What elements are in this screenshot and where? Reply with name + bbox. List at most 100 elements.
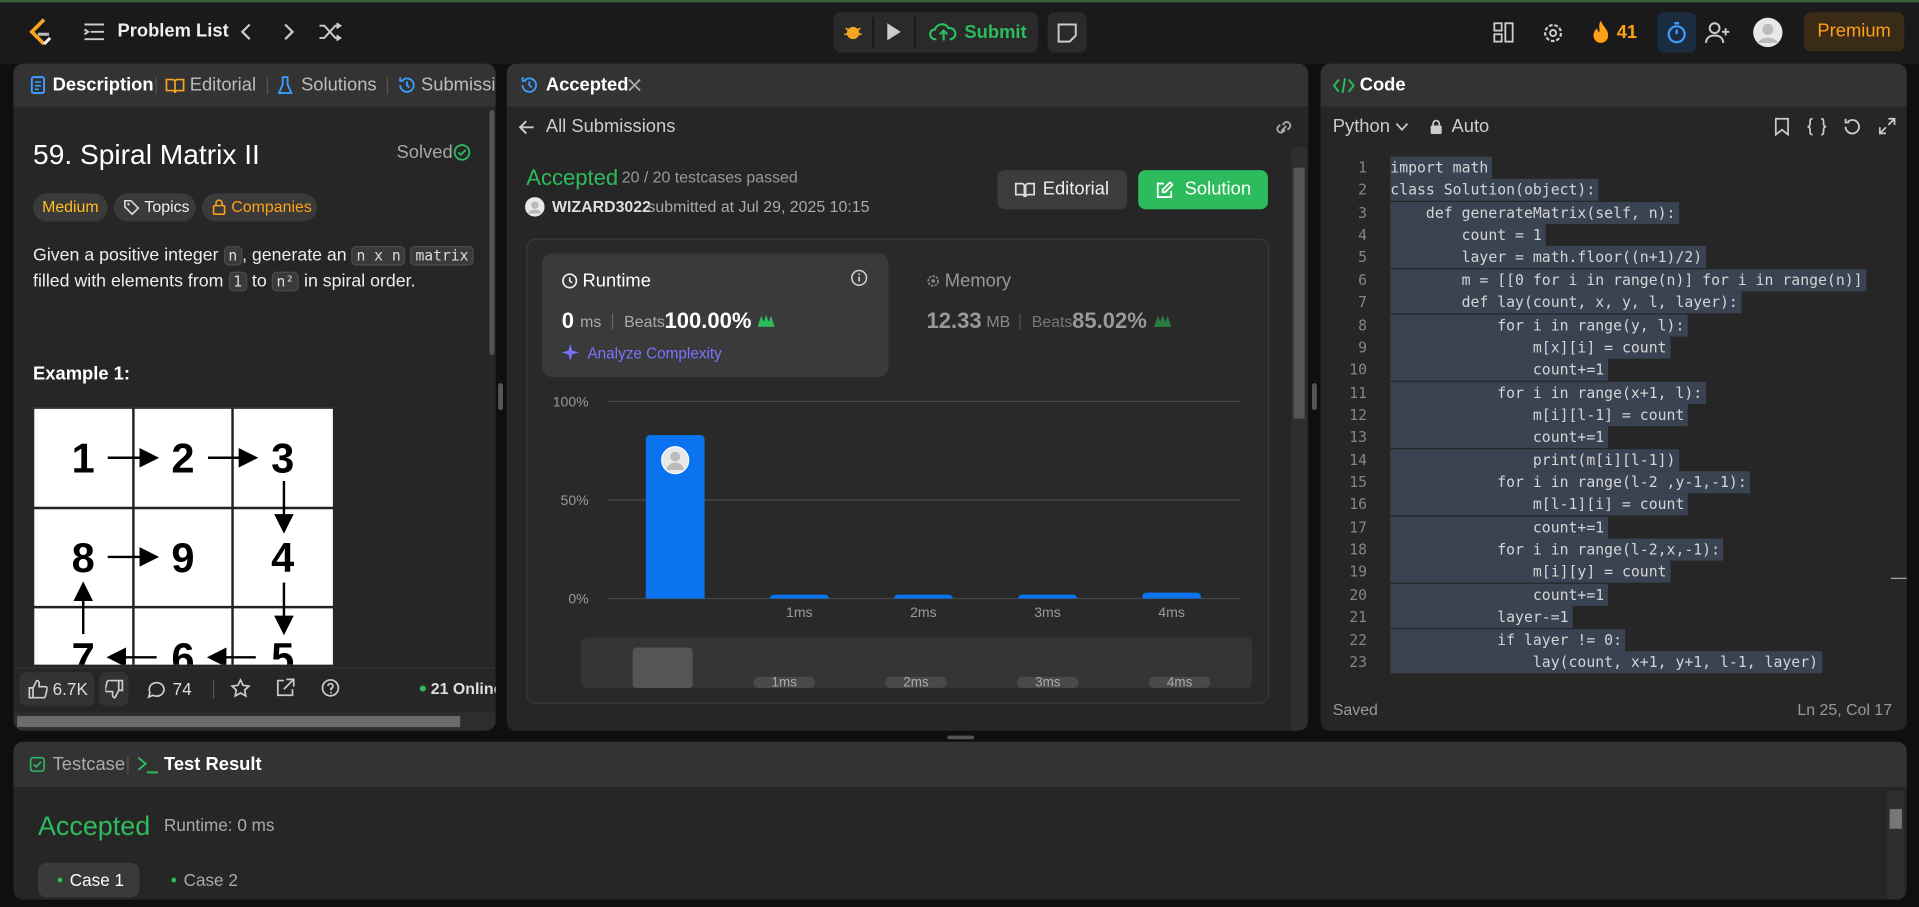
notes-button[interactable] bbox=[1047, 12, 1087, 53]
favorite-button[interactable] bbox=[230, 678, 251, 699]
scroller-label-bg bbox=[885, 676, 947, 688]
resize-handle[interactable] bbox=[1311, 383, 1317, 411]
next-button[interactable] bbox=[280, 22, 297, 42]
v-scroll-thumb[interactable] bbox=[1889, 809, 1902, 829]
code-line: for i in range(l-2,x,-1): bbox=[1390, 538, 1724, 561]
back-link[interactable]: All Submissions bbox=[545, 116, 676, 138]
tab[interactable]: Description bbox=[52, 74, 154, 96]
difficulty-tag[interactable] bbox=[33, 193, 108, 222]
comment-icon[interactable] bbox=[147, 679, 167, 699]
tab[interactable]: Testcase bbox=[52, 753, 126, 775]
avatar-body bbox=[666, 462, 684, 471]
tab[interactable]: Submissions bbox=[421, 74, 496, 96]
tab-icon bbox=[29, 756, 45, 772]
tab[interactable]: Solutions bbox=[301, 74, 377, 96]
debug-button[interactable] bbox=[842, 21, 864, 43]
runtime-card[interactable] bbox=[542, 253, 889, 377]
divider bbox=[872, 17, 874, 48]
case-tab[interactable] bbox=[37, 862, 140, 898]
solution-label[interactable]: Solution bbox=[1184, 178, 1252, 200]
case-label[interactable]: Case 1 bbox=[69, 870, 125, 890]
invite-button[interactable] bbox=[1705, 21, 1732, 44]
bookmark-button[interactable] bbox=[1774, 117, 1790, 136]
tab-icon bbox=[277, 76, 293, 94]
inline-code: 1 bbox=[228, 271, 247, 292]
submit-button[interactable]: Submit bbox=[964, 22, 1027, 43]
code-line: m = [[0 for i in range(n)] for i in rang… bbox=[1390, 269, 1867, 292]
submit-icon[interactable] bbox=[929, 21, 958, 43]
share-button[interactable] bbox=[275, 678, 295, 698]
h-scroll-thumb[interactable] bbox=[17, 716, 461, 728]
premium-button[interactable] bbox=[1803, 12, 1905, 52]
grid-number: 6 bbox=[171, 634, 194, 665]
tab[interactable]: Code bbox=[1359, 74, 1406, 96]
line-number: 11 bbox=[1349, 383, 1368, 401]
close-tab[interactable] bbox=[628, 78, 641, 92]
tab-icon bbox=[30, 76, 46, 95]
tab[interactable]: Test Result bbox=[163, 753, 262, 775]
tab-icon bbox=[165, 78, 185, 94]
list-icon[interactable] bbox=[83, 22, 105, 42]
console-panel: Testcase Test Result Accepted Runtime: 0… bbox=[13, 741, 1907, 900]
back-icon[interactable] bbox=[518, 119, 535, 136]
layout-button[interactable] bbox=[1493, 22, 1514, 43]
case-label[interactable]: Case 2 bbox=[183, 870, 238, 890]
like-button[interactable] bbox=[19, 671, 95, 707]
line-number: 13 bbox=[1349, 428, 1368, 446]
solution-button[interactable] bbox=[1138, 170, 1268, 210]
editorial-button[interactable] bbox=[997, 170, 1128, 210]
bar bbox=[645, 434, 705, 599]
prev-button[interactable] bbox=[237, 22, 254, 42]
settings-button[interactable] bbox=[1542, 22, 1564, 44]
line-number: 17 bbox=[1349, 518, 1368, 536]
code-panel: Code Python Auto 1 import math 2 class Solu… bbox=[1320, 63, 1907, 731]
lock-icon bbox=[1430, 119, 1442, 135]
resize-handle[interactable] bbox=[947, 735, 975, 740]
copy-link[interactable] bbox=[1273, 118, 1295, 138]
companies-label[interactable]: Companies bbox=[231, 197, 312, 216]
shuffle-button[interactable] bbox=[318, 22, 342, 42]
avatar[interactable] bbox=[1753, 17, 1784, 48]
like-count[interactable]: 6.7K bbox=[52, 679, 88, 699]
help-button[interactable] bbox=[321, 678, 341, 698]
tab-icon bbox=[521, 77, 537, 93]
logo[interactable] bbox=[27, 17, 54, 46]
premium-label[interactable]: Premium bbox=[1817, 20, 1891, 42]
online-count: 21 Online bbox=[430, 679, 496, 698]
format-button[interactable] bbox=[1806, 117, 1827, 136]
code-icon bbox=[1332, 78, 1355, 94]
expand-button[interactable] bbox=[1878, 117, 1896, 135]
topics-tag[interactable] bbox=[113, 193, 196, 222]
difficulty-label[interactable]: Medium bbox=[42, 197, 99, 216]
beats-icon bbox=[757, 314, 775, 327]
tab[interactable]: Accepted bbox=[545, 74, 629, 96]
companies-tag[interactable] bbox=[201, 193, 317, 222]
v-scroll-thumb[interactable] bbox=[1293, 167, 1305, 419]
memory-label[interactable]: Memory bbox=[944, 270, 1012, 292]
nav-title[interactable]: Problem List bbox=[117, 20, 229, 42]
grid-number: 3 bbox=[271, 434, 294, 481]
range-handle[interactable] bbox=[632, 647, 693, 688]
scrollbar[interactable] bbox=[489, 110, 495, 355]
tab[interactable]: Editorial bbox=[189, 74, 257, 96]
language-select[interactable]: Python bbox=[1332, 116, 1390, 138]
analyze-complexity[interactable]: Analyze Complexity bbox=[587, 345, 722, 363]
code-editor[interactable]: 1 import math 2 class Solution(object): 3 de… bbox=[1321, 156, 1907, 674]
submission-panel: Accepted All Submissions Accepted 20 / 2… bbox=[506, 63, 1309, 731]
user-name[interactable]: WIZARD3022 bbox=[551, 197, 651, 216]
resize-handle[interactable] bbox=[498, 383, 504, 411]
divider bbox=[266, 77, 269, 95]
streak-count[interactable]: 41 bbox=[1616, 22, 1638, 43]
dislike-button[interactable] bbox=[99, 671, 129, 707]
divider bbox=[914, 17, 916, 48]
line-number: 3 bbox=[1358, 204, 1368, 222]
run-button[interactable] bbox=[884, 22, 904, 42]
mode-select[interactable]: Auto bbox=[1451, 116, 1490, 138]
editorial-label[interactable]: Editorial bbox=[1042, 178, 1110, 200]
memory-icon bbox=[927, 275, 939, 287]
reset-button[interactable] bbox=[1843, 118, 1861, 136]
info-icon[interactable] bbox=[851, 269, 868, 286]
topics-label[interactable]: Topics bbox=[144, 197, 190, 216]
comment-count[interactable]: 74 bbox=[172, 679, 192, 699]
